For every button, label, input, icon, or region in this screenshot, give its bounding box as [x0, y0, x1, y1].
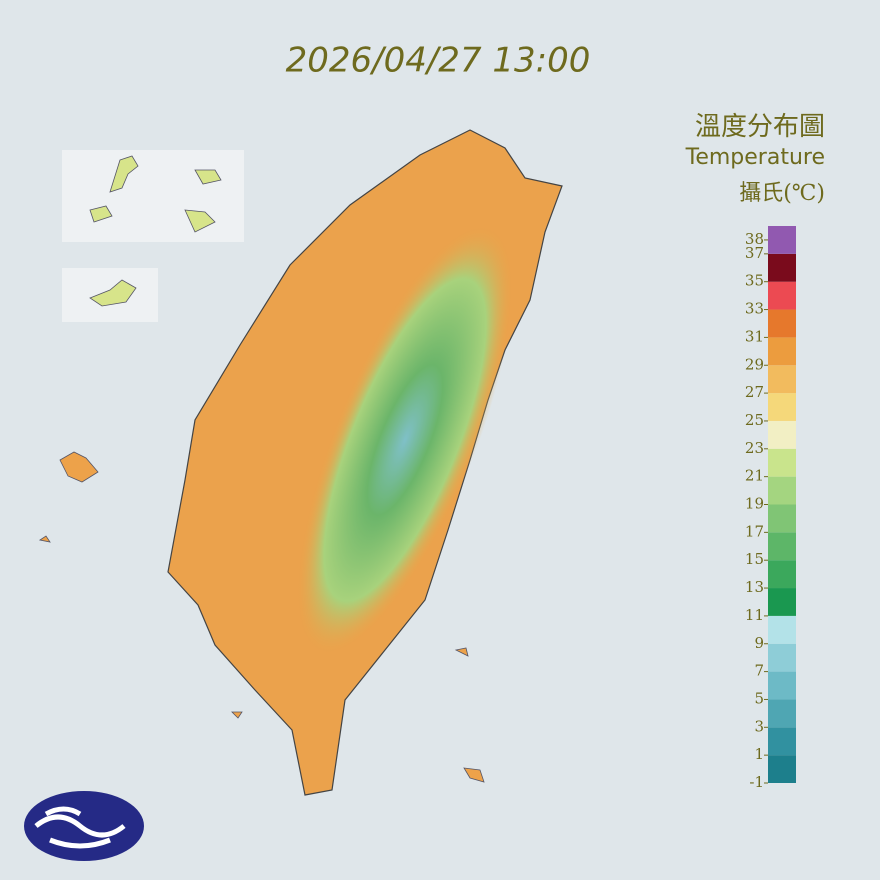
legend-tick-label: 25 — [745, 411, 764, 429]
legend-tick-label: 15 — [745, 550, 764, 568]
legend-tick-label: 17 — [745, 522, 764, 540]
logo-mark — [34, 806, 126, 849]
legend-tick-label: 7 — [754, 662, 764, 680]
legend-band — [768, 504, 796, 533]
legend-tick-label: 9 — [754, 634, 764, 652]
legend-band — [768, 699, 796, 728]
legend-tick-label: 38 — [745, 230, 764, 248]
legend-band — [768, 309, 796, 338]
legend-tick-label: 21 — [745, 467, 764, 485]
legend-band — [768, 727, 796, 756]
legend-band — [768, 588, 796, 616]
legend-band — [768, 226, 796, 254]
legend-subtitle: Temperature — [685, 145, 825, 170]
legend-tick-label: 35 — [745, 272, 764, 290]
legend-band — [768, 393, 796, 421]
inset-box — [62, 150, 244, 242]
legend-tick-label: 29 — [745, 355, 764, 373]
legend-band — [768, 448, 796, 477]
legend-tick-label: 23 — [745, 439, 764, 457]
map-time: 2026/04/27 13:00 — [286, 41, 591, 81]
legend-tick-label: -1 — [749, 773, 764, 791]
legend-band — [768, 560, 796, 589]
legend-tick-label: 33 — [745, 300, 764, 318]
mountain-range — [297, 225, 513, 655]
legend-tick-label: 31 — [745, 327, 764, 345]
legend-band — [768, 420, 796, 449]
legend-band — [768, 365, 796, 394]
legend-band — [768, 337, 796, 366]
island — [89, 155, 222, 307]
legend-tick-label: 13 — [745, 578, 764, 596]
legend-band — [768, 532, 796, 561]
legend-band — [768, 253, 796, 282]
legend-title: 溫度分布圖 — [695, 112, 825, 142]
legend-tick-label: 11 — [745, 606, 764, 624]
legend-tick-label: 1 — [754, 745, 764, 763]
legend-tick-label: 5 — [754, 689, 764, 707]
legend-band — [768, 615, 796, 644]
legend-unit: 攝氏(℃) — [739, 181, 825, 206]
legend-band — [768, 755, 796, 783]
legend-band — [768, 281, 796, 310]
legend-tick-label: 3 — [754, 717, 764, 735]
legend-band — [768, 643, 796, 672]
legend-band — [768, 476, 796, 505]
legend-band — [768, 671, 796, 700]
legend-tick-label: 37 — [745, 244, 764, 262]
island — [38, 451, 485, 783]
legend-tick-label: 27 — [745, 383, 764, 401]
legend-tick-label: 19 — [745, 495, 764, 513]
